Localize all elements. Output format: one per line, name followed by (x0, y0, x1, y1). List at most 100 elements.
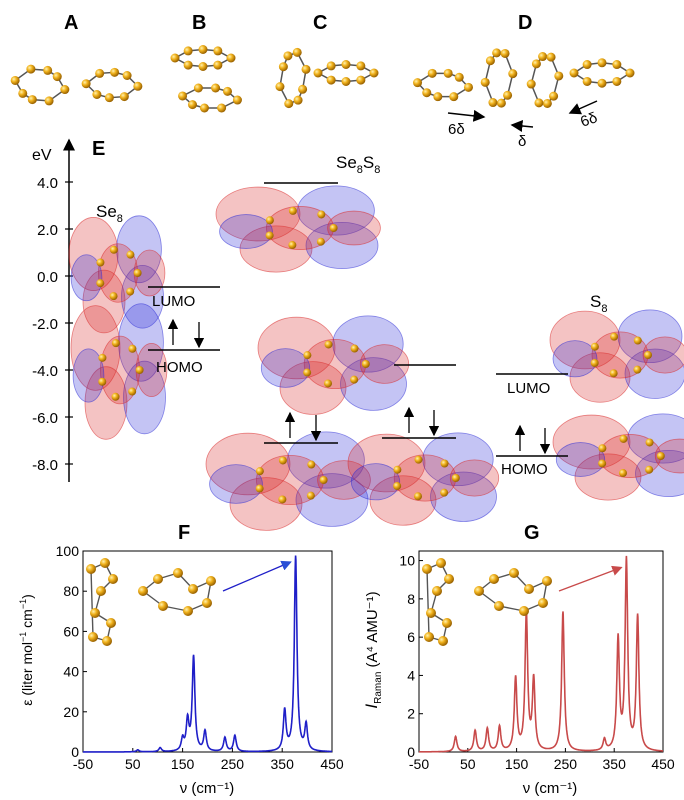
atom (369, 68, 379, 78)
energy-tick-label: 0.0 (37, 269, 58, 286)
atom (582, 60, 592, 70)
atom (496, 98, 506, 108)
atom (170, 53, 180, 63)
atom (542, 98, 552, 108)
y-tick-label: 0 (71, 744, 79, 760)
energy-tick-label: -4.0 (32, 363, 58, 380)
molecule-d-4 (569, 58, 635, 88)
molecule-b-2 (178, 83, 242, 113)
atom (454, 72, 464, 82)
panel-label-g: G (524, 522, 540, 544)
se8-lumo-label: LUMO (152, 293, 195, 310)
atom (213, 60, 223, 70)
atom (313, 68, 323, 78)
atom (183, 46, 193, 56)
atom (612, 60, 622, 70)
se8-homo-orbital (70, 303, 168, 440)
arrow-label-6delta-right: 6δ (578, 109, 600, 131)
atom (298, 84, 308, 94)
molecule-d-1 (413, 68, 473, 102)
energy-tick-label: -6.0 (32, 410, 58, 427)
atom (554, 71, 564, 81)
atom (18, 88, 28, 98)
atom (223, 86, 233, 96)
atom (449, 92, 459, 102)
energy-tick-label: -2.0 (32, 316, 58, 333)
molecule-structures-abcd (10, 45, 635, 113)
atom (326, 61, 336, 71)
atom (597, 58, 607, 68)
x-tick-label: 450 (320, 756, 344, 772)
atom (503, 90, 513, 100)
energy-diagram: eV 4.0 2.0 0.0 -2.0 -4.0 -6.0 -8.0 Se8 LUMO HO… (32, 138, 684, 531)
atom (198, 62, 208, 71)
y-tick-label: 100 (56, 543, 80, 559)
molecule-d-2 (480, 48, 518, 108)
x-tick-label: 150 (171, 756, 195, 772)
molecule-b-1 (170, 45, 236, 71)
atom (488, 98, 498, 108)
energy-axis-unit: eV (32, 147, 52, 164)
x-tick-label: 450 (651, 756, 675, 772)
arrow-label-delta: δ (518, 133, 526, 150)
atom (485, 56, 495, 66)
atom (500, 48, 510, 58)
chart-g: -50 50 150 250 350 450 0 2 4 6 8 10 (399, 550, 675, 772)
atom (538, 52, 548, 62)
atom (625, 68, 635, 78)
spectrum-line (83, 555, 333, 753)
atom (81, 79, 91, 89)
atom (301, 64, 311, 74)
x-tick-label: -50 (409, 756, 429, 772)
atom (183, 60, 193, 70)
atom (463, 82, 473, 92)
s8-homo-orbital (552, 413, 684, 501)
inset-arrow (558, 565, 623, 592)
atom (549, 91, 559, 101)
atom (422, 88, 432, 98)
y-tick-label: 4 (407, 667, 415, 683)
panel-label-c: C (313, 12, 328, 34)
panel-label-e: E (92, 138, 106, 160)
orbital-isosurfaces (68, 185, 684, 531)
se8s8-top-orbital (215, 185, 381, 273)
se8s8-lumo-orbital (257, 315, 410, 415)
molecule-d-3 (526, 52, 564, 108)
y-tick-label: 80 (63, 583, 79, 599)
atom (133, 81, 143, 91)
energy-axis-ticks: 4.0 2.0 0.0 -2.0 -4.0 -6.0 -8.0 (32, 175, 73, 474)
chart-g-ylabel: IRaman (A⁴ AMU⁻¹) (362, 591, 384, 708)
atom (60, 85, 70, 95)
x-tick-label: 50 (125, 756, 141, 772)
se8s8-homo-orbital-2 (347, 432, 500, 526)
panel-label-d: D (518, 12, 533, 34)
y-tick-label: 60 (63, 623, 79, 639)
panel-d-arrows: 6δ δ 6δ (447, 100, 600, 150)
x-tick-label: 350 (271, 756, 295, 772)
se8s8-homo-orbital-1 (205, 431, 371, 531)
y-tick-label: 8 (407, 591, 415, 607)
x-tick-label: 50 (460, 756, 476, 772)
atom (278, 62, 288, 72)
se8s8-label: Se8S8 (336, 153, 380, 176)
y-tick-label: 6 (407, 629, 415, 645)
atom (232, 95, 242, 105)
atom (341, 60, 351, 69)
y-tick-label: 0 (407, 744, 415, 760)
atom (178, 91, 188, 101)
atom (526, 79, 536, 89)
atom (356, 75, 366, 85)
atom (226, 53, 236, 63)
s8-lumo-label: LUMO (507, 380, 550, 397)
atom (26, 64, 36, 74)
molecule-c-2 (313, 60, 379, 86)
atom (43, 65, 53, 75)
atom (199, 103, 209, 113)
spectrum-line (419, 555, 663, 753)
atom (582, 76, 592, 86)
x-tick-label: 250 (554, 756, 578, 772)
atom (356, 61, 366, 71)
energy-tick-label: 2.0 (37, 222, 58, 239)
atom (119, 92, 129, 102)
energy-tick-label: -8.0 (32, 457, 58, 474)
